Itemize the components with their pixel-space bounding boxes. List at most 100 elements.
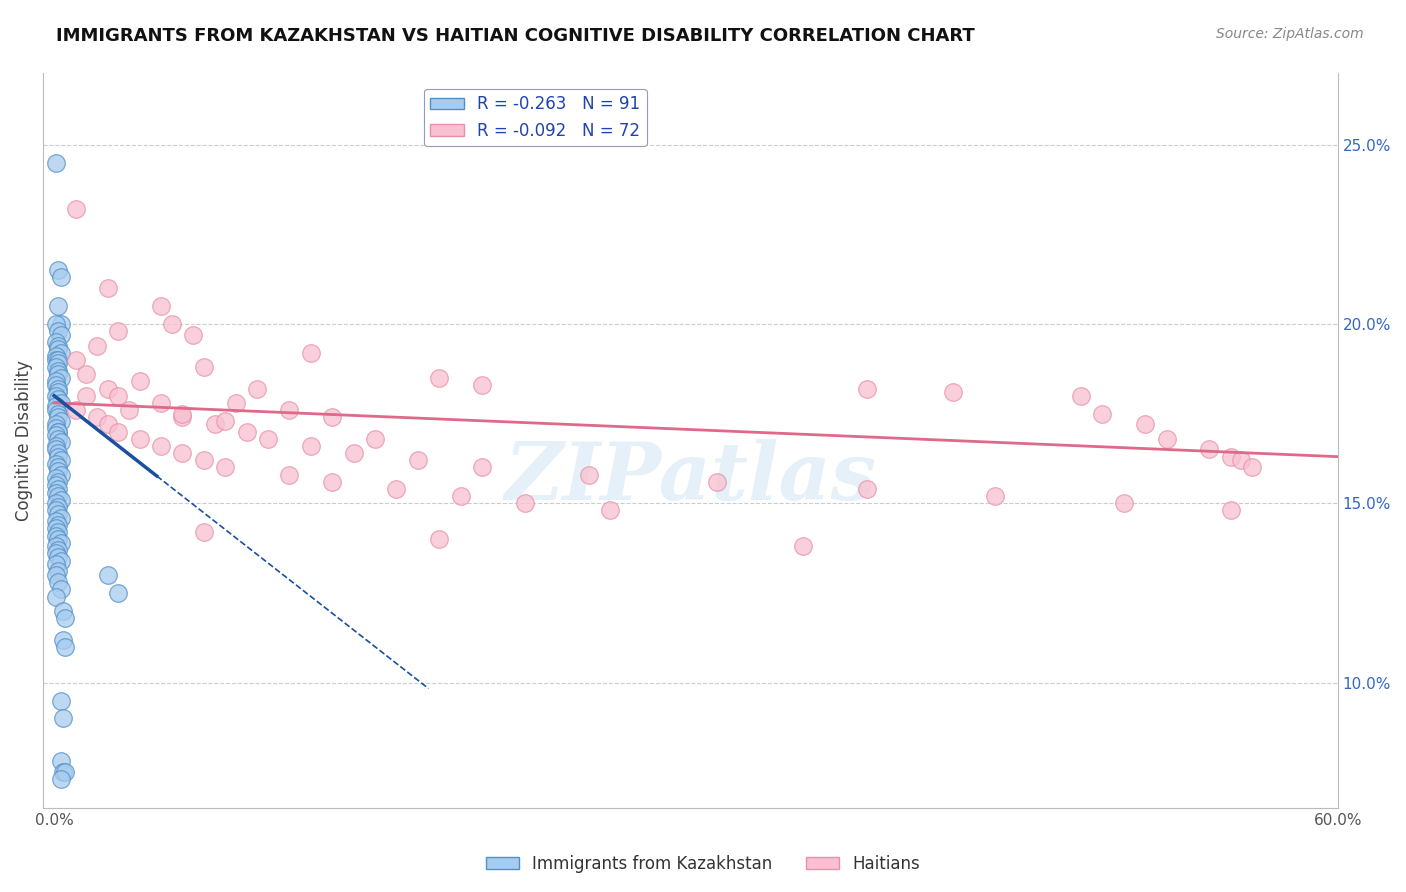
Point — [107, 425, 129, 439]
Point — [45, 389, 67, 403]
Point — [52, 632, 75, 647]
Point — [48, 532, 70, 546]
Point — [45, 349, 67, 363]
Point — [48, 392, 70, 407]
Point — [1230, 453, 1253, 467]
Point — [48, 299, 70, 313]
Point — [48, 410, 70, 425]
Point — [49, 492, 72, 507]
Point — [65, 202, 87, 217]
Point — [52, 765, 75, 780]
Point — [52, 604, 75, 618]
Point — [48, 367, 70, 381]
Point — [45, 417, 67, 432]
Point — [1219, 503, 1241, 517]
Point — [364, 432, 387, 446]
Point — [65, 352, 87, 367]
Point — [45, 457, 67, 471]
Point — [49, 435, 72, 450]
Point — [49, 453, 72, 467]
Point — [172, 446, 194, 460]
Point — [942, 385, 965, 400]
Point — [49, 554, 72, 568]
Point — [48, 363, 70, 377]
Point — [471, 378, 494, 392]
Y-axis label: Cognitive Disability: Cognitive Disability — [15, 360, 32, 521]
Point — [49, 396, 72, 410]
Point — [193, 524, 215, 539]
Point — [97, 281, 120, 295]
Point — [53, 765, 76, 780]
Point — [299, 345, 322, 359]
Point — [1135, 417, 1157, 432]
Point — [48, 524, 70, 539]
Point — [193, 453, 215, 467]
Point — [321, 475, 343, 489]
Point — [48, 385, 70, 400]
Point — [1156, 432, 1178, 446]
Point — [45, 439, 67, 453]
Point — [1219, 450, 1241, 464]
Point — [706, 475, 728, 489]
Point — [45, 590, 67, 604]
Point — [48, 575, 70, 590]
Point — [450, 489, 472, 503]
Point — [48, 507, 70, 521]
Point — [299, 439, 322, 453]
Point — [1198, 442, 1220, 457]
Point — [48, 407, 70, 421]
Point — [53, 611, 76, 625]
Point — [49, 371, 72, 385]
Point — [49, 270, 72, 285]
Point — [97, 382, 120, 396]
Point — [343, 446, 366, 460]
Point — [1091, 407, 1114, 421]
Point — [48, 425, 70, 439]
Point — [97, 568, 120, 582]
Point — [599, 503, 621, 517]
Point — [48, 432, 70, 446]
Point — [172, 410, 194, 425]
Point — [48, 324, 70, 338]
Point — [48, 425, 70, 439]
Point — [48, 500, 70, 514]
Point — [45, 400, 67, 414]
Point — [278, 403, 301, 417]
Point — [75, 389, 97, 403]
Text: ZIPatlas: ZIPatlas — [505, 439, 877, 516]
Point — [45, 558, 67, 572]
Point — [45, 546, 67, 560]
Point — [471, 460, 494, 475]
Point — [49, 345, 72, 359]
Point — [97, 417, 120, 432]
Point — [48, 338, 70, 352]
Point — [45, 403, 67, 417]
Point — [48, 489, 70, 503]
Point — [48, 263, 70, 277]
Point — [65, 403, 87, 417]
Point — [578, 467, 600, 482]
Point — [856, 382, 879, 396]
Point — [45, 352, 67, 367]
Point — [118, 403, 141, 417]
Point — [321, 410, 343, 425]
Point — [86, 410, 108, 425]
Point — [75, 367, 97, 381]
Point — [49, 467, 72, 482]
Point — [48, 542, 70, 557]
Point — [150, 439, 173, 453]
Point — [278, 467, 301, 482]
Point — [235, 425, 257, 439]
Point — [214, 414, 236, 428]
Point — [49, 414, 72, 428]
Point — [225, 396, 247, 410]
Point — [45, 485, 67, 500]
Point — [181, 327, 204, 342]
Point — [52, 711, 75, 725]
Point — [48, 482, 70, 496]
Point — [45, 421, 67, 435]
Point — [856, 482, 879, 496]
Point — [45, 478, 67, 492]
Point — [150, 396, 173, 410]
Point — [45, 155, 67, 169]
